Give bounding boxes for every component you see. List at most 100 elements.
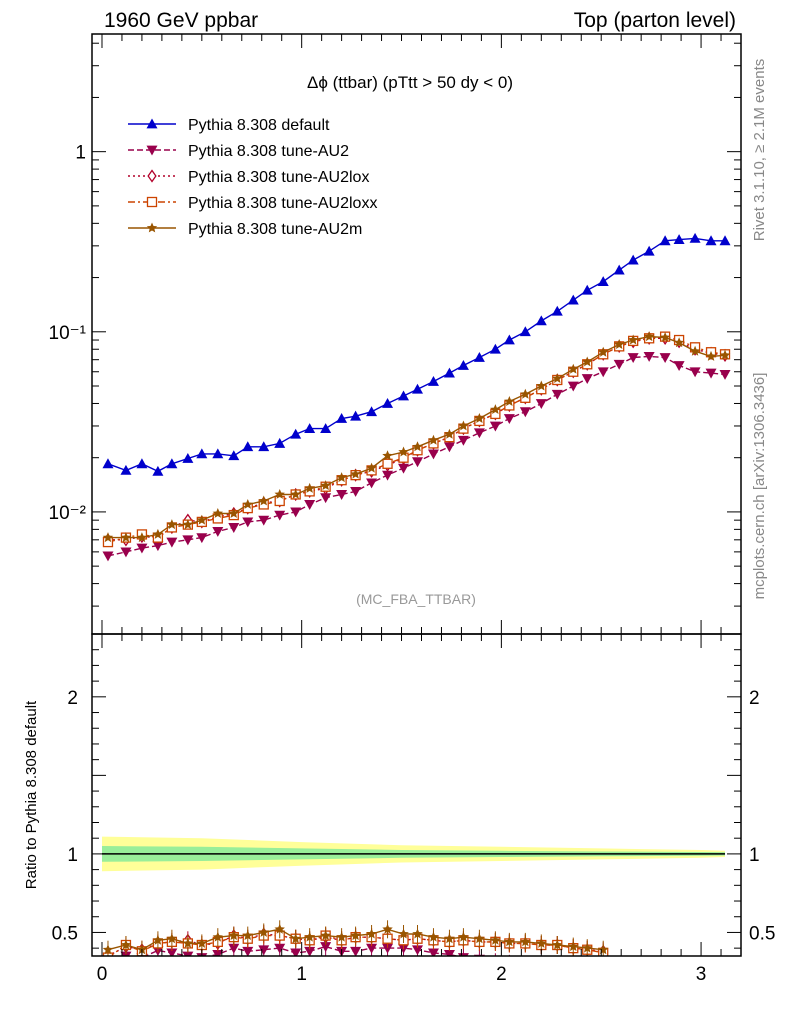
main-point-4-35 — [643, 331, 655, 342]
main-point-4-5 — [182, 519, 194, 530]
main-point-0-13 — [304, 423, 316, 434]
ratio-point-3-9 — [242, 930, 253, 940]
main-point-0-27 — [519, 326, 531, 337]
main-point-4-33 — [614, 339, 625, 349]
main-point-0-37 — [673, 234, 685, 244]
main-point-4-34 — [627, 334, 639, 345]
ratio-point-0-11 — [274, 943, 286, 954]
ratio-point-3-20 — [412, 928, 423, 939]
main-point-4-11 — [274, 489, 285, 499]
ratio-point-3-16 — [350, 930, 361, 940]
xtick-label-2: 2 — [496, 964, 507, 985]
main-point-4-38 — [689, 345, 701, 356]
main-point-4-37 — [673, 337, 685, 348]
ratio-point-0-27 — [520, 961, 531, 971]
main-point-1-32 — [597, 367, 609, 378]
main-point-0-33 — [613, 264, 625, 275]
legend-marker-4 — [146, 222, 158, 233]
main-point-1-15 — [336, 490, 348, 500]
ratio-point-3-5 — [182, 937, 194, 948]
ratio-point-3-3 — [152, 934, 164, 945]
main-point-0-0 — [102, 458, 114, 469]
main-point-1-13 — [304, 500, 316, 510]
main-point-4-8 — [228, 508, 239, 518]
main-point-4-7 — [212, 508, 223, 518]
rivet-version-label: Rivet 3.1.10, ≥ 2.1M events — [751, 59, 768, 242]
header-right: Top (parton level) — [574, 9, 736, 32]
main-point-1-26 — [503, 414, 515, 425]
main-point-1-17 — [366, 478, 378, 489]
main-point-4-16 — [350, 468, 361, 479]
main-point-1-30 — [567, 381, 579, 392]
main-point-0-23 — [457, 359, 469, 370]
ratio-point-3-4 — [166, 933, 178, 944]
main-ytick-label-0: 10⁻² — [49, 503, 87, 524]
xtick-label-3: 3 — [696, 964, 707, 985]
main-point-1-3 — [152, 541, 164, 552]
main-point-0-1 — [120, 464, 132, 475]
ratio-band-layer — [101, 836, 726, 872]
ratio-point-3-28 — [536, 937, 547, 948]
ratio-point-3-25 — [490, 934, 501, 945]
main-point-4-23 — [458, 420, 469, 431]
main-point-0-4 — [166, 458, 178, 469]
main-point-4-32 — [598, 346, 609, 357]
ratio-series-layer — [102, 920, 609, 979]
main-point-4-22 — [444, 428, 455, 439]
main-title: Δϕ (ttbar) (pTtt > 50 dy < 0) — [307, 73, 513, 92]
main-point-1-8 — [228, 523, 240, 533]
xtick-label-0: 0 — [97, 964, 108, 985]
ratio-point-0-32 — [598, 969, 609, 979]
main-point-0-28 — [535, 315, 547, 326]
main-point-4-30 — [568, 363, 579, 374]
main-point-4-14 — [320, 480, 331, 490]
main-point-1-0 — [102, 551, 114, 562]
main-point-1-11 — [274, 510, 286, 521]
main-point-3-18 — [382, 458, 393, 469]
main-point-0-19 — [398, 390, 410, 401]
main-point-1-19 — [398, 463, 410, 474]
main-point-4-29 — [552, 373, 563, 383]
main-point-0-26 — [503, 334, 515, 345]
xtick-label-1: 1 — [296, 964, 307, 985]
main-point-1-6 — [196, 533, 208, 544]
main-point-4-21 — [428, 434, 439, 445]
main-point-0-12 — [290, 428, 302, 439]
ratio-point-0-16 — [350, 946, 362, 956]
ratio-point-3-17 — [366, 928, 377, 939]
ratio-point-3-22 — [444, 933, 455, 944]
header-left: 1960 GeV ppbar — [104, 9, 258, 32]
ratio-point-0-17 — [366, 943, 378, 954]
ratio-point-0-12 — [290, 948, 302, 956]
main-point-0-34 — [627, 254, 639, 265]
ratio-ytick-label-left-2: 2 — [67, 688, 78, 709]
main-point-0-31 — [581, 284, 593, 295]
main-point-1-36 — [659, 353, 671, 363]
ratio-panel: 0.5 0.5 1 1 2 2 0 1 2 3 Ratio to Pythia 8.308 def… — [23, 633, 775, 985]
main-point-4-1 — [120, 532, 132, 543]
ratio-point-0-5 — [182, 951, 194, 956]
main-point-0-21 — [427, 375, 439, 386]
ratio-point-3-11 — [274, 923, 285, 934]
legend-label-1: Pythia 8.308 tune-AU2 — [188, 143, 349, 160]
main-point-1-40 — [719, 370, 731, 380]
main-series-line-2 — [108, 337, 726, 541]
main-point-1-39 — [705, 368, 717, 379]
main-point-4-4 — [166, 519, 178, 530]
ratio-ytick-label-right-0: 0.5 — [749, 923, 775, 944]
main-point-4-13 — [304, 482, 315, 493]
main-point-1-5 — [182, 535, 194, 546]
main-point-4-6 — [196, 514, 208, 525]
main-point-1-35 — [643, 352, 655, 362]
main-point-0-18 — [382, 397, 394, 408]
legend-marker-0 — [146, 118, 158, 129]
main-point-0-22 — [443, 367, 455, 378]
main-point-4-12 — [290, 489, 301, 499]
main-point-1-12 — [290, 507, 302, 518]
ratio-point-3-14 — [320, 930, 331, 940]
legend-label-3: Pythia 8.308 tune-AU2loxx — [188, 195, 377, 212]
ratio-point-3-12 — [290, 933, 301, 944]
main-point-0-17 — [366, 406, 378, 417]
legend-label-0: Pythia 8.308 default — [188, 117, 330, 134]
main-point-1-20 — [411, 457, 423, 468]
